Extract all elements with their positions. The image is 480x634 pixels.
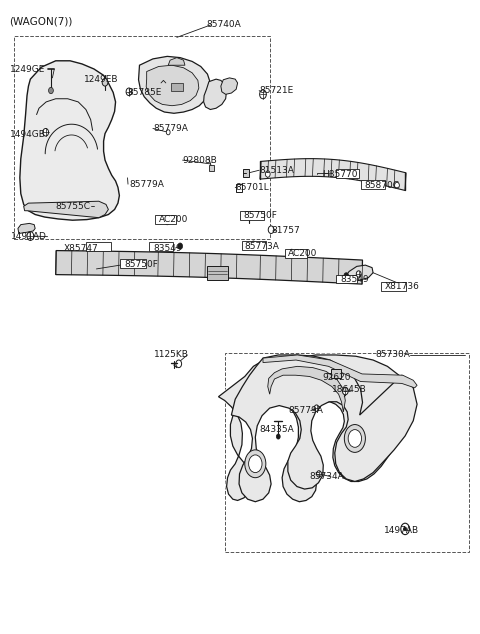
Text: 85750F: 85750F [124,260,158,269]
Circle shape [102,79,108,86]
Text: X81736: X81736 [384,282,420,291]
Circle shape [317,470,322,477]
Circle shape [395,182,399,188]
Bar [225,353,469,552]
Circle shape [401,523,409,534]
Polygon shape [231,355,417,501]
Circle shape [166,130,170,135]
Text: (WAGON(7)): (WAGON(7)) [9,16,72,27]
Circle shape [342,387,348,395]
Circle shape [176,360,181,368]
Circle shape [404,527,407,531]
Circle shape [249,455,262,472]
Circle shape [268,226,274,233]
Polygon shape [146,65,199,106]
Circle shape [251,241,256,247]
Text: 85701L: 85701L [235,183,269,192]
Text: H85770: H85770 [323,169,358,179]
Bar [331,369,340,378]
Polygon shape [218,355,410,501]
Text: 84335A: 84335A [259,425,294,434]
Polygon shape [260,158,406,190]
Polygon shape [204,79,227,110]
Bar [236,184,242,191]
Circle shape [314,405,319,411]
Bar [209,165,214,172]
Text: 92808B: 92808B [182,155,217,165]
Bar [242,241,266,250]
Text: 85734A: 85734A [310,472,344,481]
Text: 83549: 83549 [340,275,369,283]
Circle shape [178,243,182,249]
Circle shape [289,249,294,256]
Text: 1249GE: 1249GE [10,65,46,74]
Polygon shape [20,61,120,220]
Bar [120,259,146,268]
Bar [381,282,406,291]
Text: AC200: AC200 [158,215,188,224]
Text: 1125KB: 1125KB [154,351,189,359]
Bar [14,36,270,238]
Polygon shape [168,58,185,65]
Bar [207,266,228,280]
Text: X85747: X85747 [64,243,98,252]
Circle shape [356,271,361,277]
Text: 85779A: 85779A [129,179,164,189]
Polygon shape [221,78,238,94]
Polygon shape [24,201,108,217]
Circle shape [260,90,266,99]
Polygon shape [268,366,345,412]
Text: 85870C: 85870C [364,181,399,190]
Bar [86,242,111,251]
Text: 1494GB: 1494GB [10,131,46,139]
Bar [336,169,359,178]
Polygon shape [56,250,362,284]
Text: 85755C: 85755C [56,202,91,210]
Circle shape [344,273,348,279]
Bar [286,249,307,257]
Text: 92620: 92620 [323,373,351,382]
Text: 85721E: 85721E [259,86,293,95]
Bar [336,275,357,283]
Circle shape [126,88,132,96]
Text: 85779A: 85779A [154,124,189,133]
Polygon shape [218,355,410,501]
Text: 1497AB: 1497AB [384,526,419,535]
Circle shape [245,450,266,477]
Bar [360,180,384,189]
Circle shape [43,129,48,136]
Polygon shape [263,355,417,388]
Text: 81757: 81757 [271,226,300,235]
Circle shape [348,430,361,448]
Text: 85785E: 85785E [128,88,162,97]
Text: 81513A: 81513A [259,165,294,175]
Circle shape [48,87,53,94]
Circle shape [164,217,170,224]
Text: 18645B: 18645B [332,385,367,394]
Bar [155,215,176,224]
Bar [170,83,182,91]
Circle shape [344,425,365,453]
Text: AC200: AC200 [288,249,317,258]
Bar [87,244,92,250]
Text: 85773A: 85773A [245,242,280,250]
Polygon shape [344,265,373,283]
Bar [243,169,249,176]
Bar [149,242,173,251]
Text: 1249EB: 1249EB [84,75,119,84]
Bar [240,210,264,219]
Text: 83549: 83549 [153,243,181,252]
Text: 85779A: 85779A [289,406,324,415]
Text: 1491AD: 1491AD [11,232,47,241]
Circle shape [27,231,34,240]
Text: 85750F: 85750F [244,210,278,219]
Circle shape [276,434,280,439]
Text: 85740A: 85740A [206,20,241,29]
Polygon shape [18,223,35,233]
Text: 85730A: 85730A [375,351,410,359]
Polygon shape [139,56,210,113]
Circle shape [265,171,270,177]
